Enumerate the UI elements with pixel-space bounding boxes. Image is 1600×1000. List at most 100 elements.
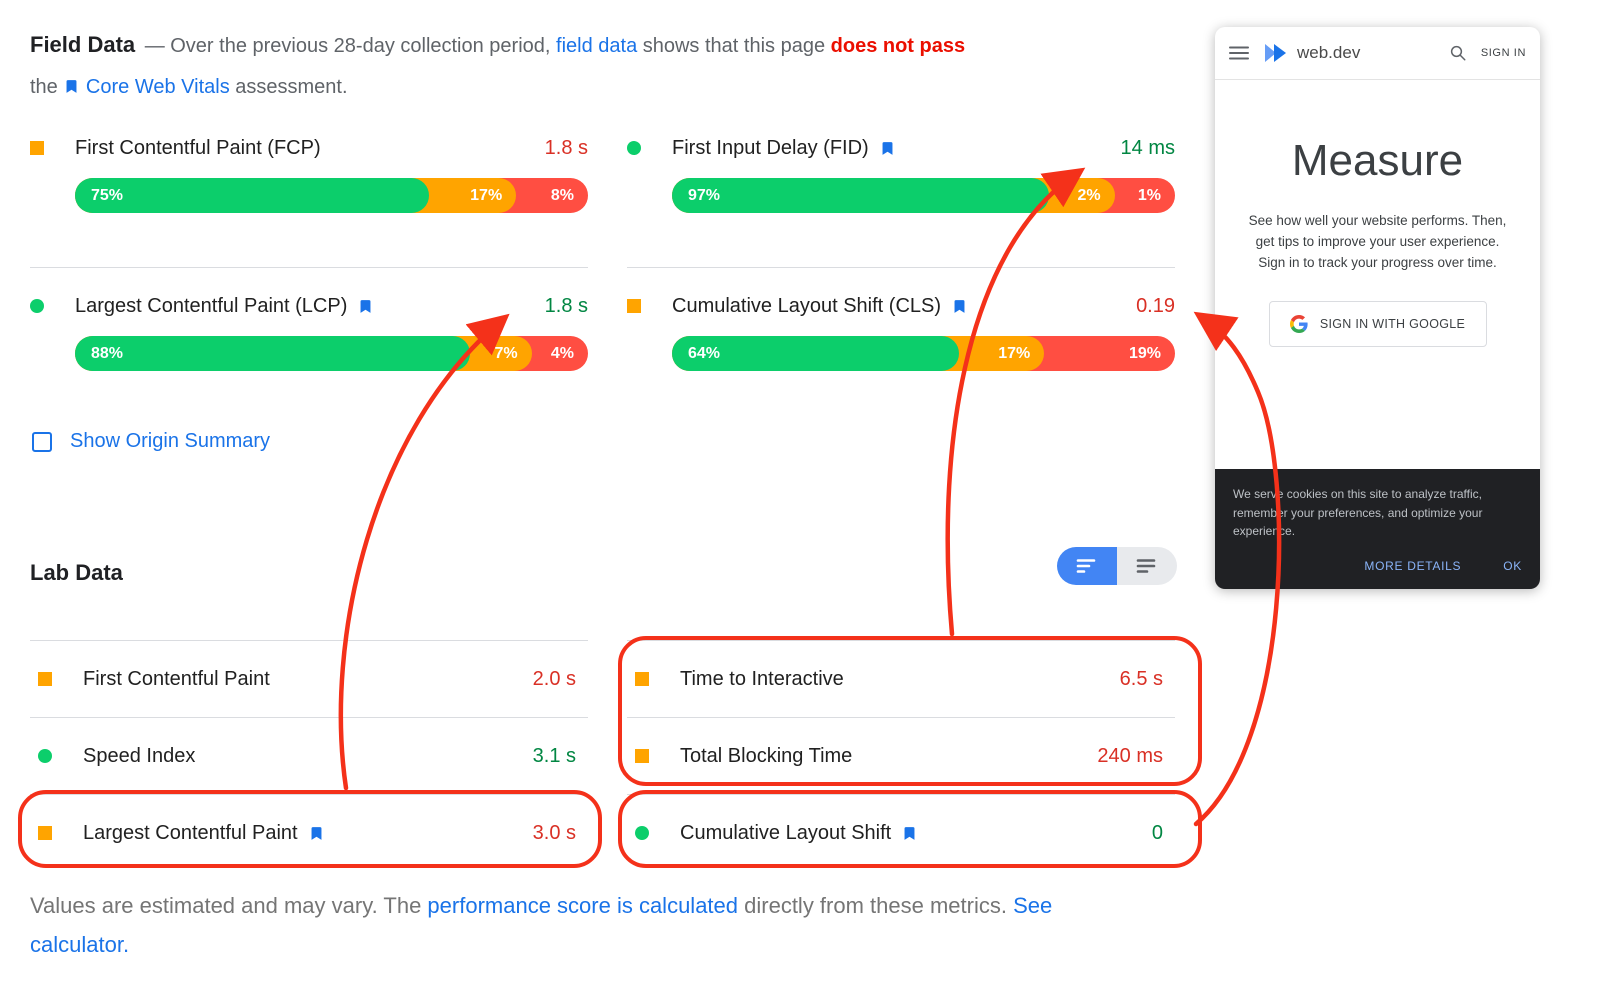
see-calculator-link[interactable]: See calculator. — [30, 893, 1053, 957]
field-data-link[interactable]: field data — [556, 35, 638, 57]
cls-label: Cumulative Layout Shift (CLS) — [672, 294, 942, 317]
lab-row-tti: Time to Interactive 6.5 s — [627, 640, 1175, 717]
metric-lcp: Largest Contentful Paint (LCP) 1.8 s 4% … — [30, 267, 588, 397]
hamburger-menu-icon[interactable] — [1229, 46, 1249, 60]
lab-tti-status-icon — [635, 672, 649, 686]
lab-row-speed-index: Speed Index 3.1 s — [30, 717, 588, 794]
cls-status-icon — [627, 299, 641, 313]
fid-distribution-bar: 1% 2% 97% — [672, 178, 1175, 213]
lab-fcp-value: 2.0 s — [532, 667, 576, 690]
phone-sign-in-link[interactable]: SIGN IN — [1480, 47, 1526, 59]
lab-lcp-status-icon — [38, 826, 52, 840]
fcp-good-pct: 75% — [91, 187, 124, 204]
origin-summary-checkbox[interactable] — [32, 431, 52, 452]
fid-status-icon — [627, 141, 641, 155]
performance-score-link[interactable]: performance score is calculated — [427, 893, 739, 918]
lab-fcp-status-icon — [38, 672, 52, 686]
field-metrics-left-column: First Contentful Paint (FCP) 1.8 s 8% 17… — [30, 126, 588, 397]
webdev-brand[interactable]: web.dev — [1297, 43, 1361, 62]
toggle-compact-view-button[interactable] — [1057, 547, 1117, 585]
lcp-avg-pct: 7% — [494, 345, 518, 362]
measure-title: Measure — [1291, 136, 1464, 185]
lab-si-status-icon — [38, 749, 52, 763]
cookie-banner: We serve cookies on this site to analyze… — [1215, 469, 1540, 589]
lab-metrics-right-column: Time to Interactive 6.5 s Total Blocking… — [627, 640, 1175, 871]
lab-lcp-value: 3.0 s — [532, 821, 576, 844]
lab-view-toggle — [1057, 547, 1177, 585]
fid-avg-pct: 2% — [1077, 187, 1101, 204]
bookmark-icon[interactable] — [357, 298, 374, 315]
metric-fcp: First Contentful Paint (FCP) 1.8 s 8% 17… — [30, 126, 588, 239]
show-origin-summary[interactable]: Show Origin Summary — [32, 430, 270, 453]
does-not-pass-text: does not pass — [830, 35, 966, 57]
lcp-status-icon — [30, 299, 44, 313]
lcp-label: Largest Contentful Paint (LCP) — [75, 294, 348, 317]
estimate-footnote: Values are estimated and may vary. The p… — [30, 886, 1095, 964]
ok-button[interactable]: OK — [1503, 558, 1522, 573]
intro-text-4: assessment. — [229, 76, 348, 98]
lab-si-value: 3.1 s — [532, 744, 576, 767]
bookmark-icon[interactable] — [308, 825, 325, 842]
cls-avg-pct: 17% — [998, 345, 1031, 362]
lcp-good-pct: 88% — [91, 345, 124, 362]
lab-tbt-status-icon — [635, 749, 649, 763]
lab-row-cls: Cumulative Layout Shift 0 — [627, 794, 1175, 871]
lcp-value: 1.8 s — [544, 294, 588, 317]
fcp-poor-pct: 8% — [550, 187, 574, 204]
lab-tbt-value: 240 ms — [1097, 744, 1163, 767]
field-data-title: Field Data — [30, 32, 136, 57]
lab-tbt-label: Total Blocking Time — [680, 744, 853, 767]
lab-si-label: Speed Index — [83, 744, 196, 767]
lab-row-lcp: Largest Contentful Paint 3.0 s — [30, 794, 588, 871]
lab-tti-label: Time to Interactive — [680, 667, 844, 690]
toggle-list-view-button[interactable] — [1117, 547, 1177, 585]
intro-text-2: shows that this page — [637, 35, 831, 57]
lcp-distribution-bar: 4% 7% 88% — [75, 336, 588, 371]
field-metrics-right-column: First Input Delay (FID) 14 ms 1% 2% 97% … — [627, 126, 1175, 397]
measure-description: See how well your website performs. Then… — [1248, 213, 1507, 270]
cls-distribution-bar: 19% 17% 64% — [672, 336, 1175, 371]
metric-fid: First Input Delay (FID) 14 ms 1% 2% 97% — [627, 126, 1175, 239]
fid-poor-pct: 1% — [1137, 187, 1161, 204]
cls-good-pct: 64% — [688, 345, 721, 362]
sign-in-with-google-button[interactable]: SIGN IN WITH GOOGLE — [1268, 301, 1487, 347]
intro-text-1: — Over the previous 28-day collection pe… — [139, 35, 557, 57]
more-details-button[interactable]: MORE DETAILS — [1364, 558, 1462, 573]
intro-text-3: the — [30, 76, 64, 98]
google-button-label: SIGN IN WITH GOOGLE — [1319, 317, 1466, 331]
lab-fcp-label: First Contentful Paint — [83, 667, 270, 690]
field-data-intro: Field Data — Over the previous 28-day co… — [30, 24, 1180, 108]
bookmark-icon — [66, 80, 77, 93]
lab-row-tbt: Total Blocking Time 240 ms — [627, 717, 1175, 794]
lab-data-title: Lab Data — [30, 560, 123, 585]
fcp-distribution-bar: 8% 17% 75% — [75, 178, 588, 213]
lab-metrics-left-column: First Contentful Paint 2.0 s Speed Index… — [30, 640, 588, 871]
footnote-text-2: directly from these metrics. — [738, 893, 1014, 918]
cls-value: 0.19 — [1136, 294, 1175, 317]
bookmark-icon[interactable] — [879, 140, 896, 157]
fid-good-pct: 97% — [688, 187, 721, 204]
footnote-text-1: Values are estimated and may vary. The — [30, 893, 428, 918]
webdev-logo-icon[interactable] — [1263, 42, 1289, 64]
fid-value: 14 ms — [1120, 136, 1175, 159]
webdev-phone-mockup: web.dev SIGN IN Measure See how well you… — [1215, 27, 1540, 589]
lab-cls-value: 0 — [1151, 821, 1163, 844]
fcp-avg-pct: 17% — [470, 187, 503, 204]
cookie-text: We serve cookies on this site to analyze… — [1233, 487, 1483, 538]
metric-cls: Cumulative Layout Shift (CLS) 0.19 19% 1… — [627, 267, 1175, 397]
cls-poor-pct: 19% — [1128, 345, 1161, 362]
search-icon[interactable] — [1449, 44, 1467, 62]
core-web-vitals-link[interactable]: Core Web Vitals — [85, 76, 230, 98]
lab-row-fcp: First Contentful Paint 2.0 s — [30, 640, 588, 717]
fcp-value: 1.8 s — [544, 136, 588, 159]
fid-label: First Input Delay (FID) — [672, 136, 869, 159]
lab-lcp-label: Largest Contentful Paint — [83, 821, 298, 844]
fcp-status-icon — [30, 141, 44, 155]
fcp-label: First Contentful Paint (FCP) — [75, 136, 321, 159]
lcp-poor-pct: 4% — [550, 345, 574, 362]
bookmark-icon[interactable] — [951, 298, 968, 315]
google-g-icon — [1289, 315, 1308, 333]
bookmark-icon[interactable] — [901, 825, 918, 842]
lab-cls-status-icon — [635, 826, 649, 840]
